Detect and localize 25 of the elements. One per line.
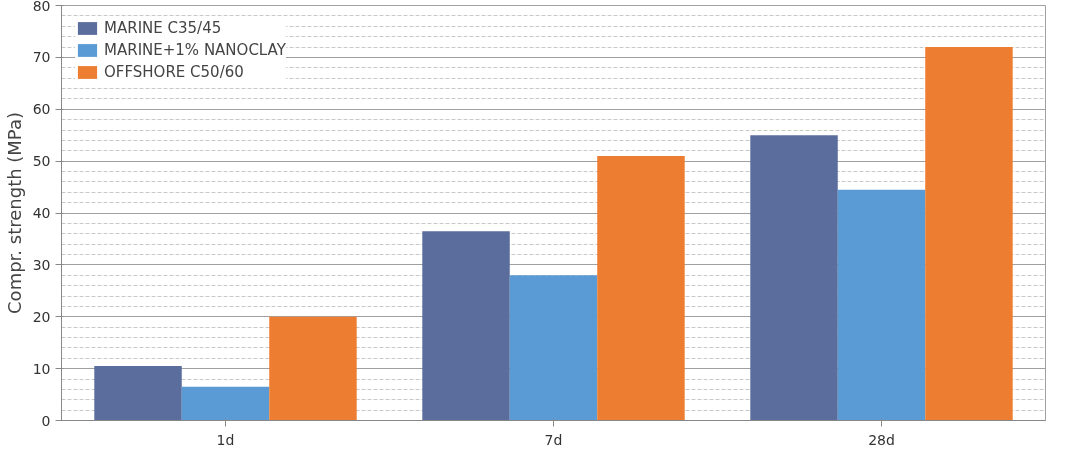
bar [509, 275, 598, 421]
x-tick-label: 28d [868, 431, 895, 448]
y-tick-label: 50 [32, 153, 51, 170]
y-tick-label: 70 [32, 49, 51, 66]
y-tick-label: 30 [32, 256, 51, 273]
y-tick-label: 20 [32, 308, 51, 325]
bar [925, 47, 1013, 421]
y-axis-title: Compr. strength (MPa) [3, 112, 25, 314]
bar [422, 231, 510, 421]
bar [94, 366, 182, 421]
bar [750, 135, 838, 421]
legend-label: MARINE C35/45 [104, 19, 222, 37]
bar [597, 155, 685, 421]
y-tick-label: 0 [41, 412, 51, 429]
y-tick-label: 60 [32, 101, 51, 118]
bar [269, 316, 357, 421]
legend-label: OFFSHORE C50/60 [104, 63, 244, 81]
y-tick-label: 80 [32, 0, 51, 14]
x-tick-label: 7d [544, 431, 563, 448]
bar [837, 189, 926, 421]
y-tick-label: 40 [32, 205, 51, 221]
x-tick-label: 1d [216, 431, 235, 448]
legend-label: MARINE+1% NANOCLAY [104, 41, 286, 59]
y-tick-label: 10 [32, 360, 51, 377]
bar [181, 386, 270, 421]
